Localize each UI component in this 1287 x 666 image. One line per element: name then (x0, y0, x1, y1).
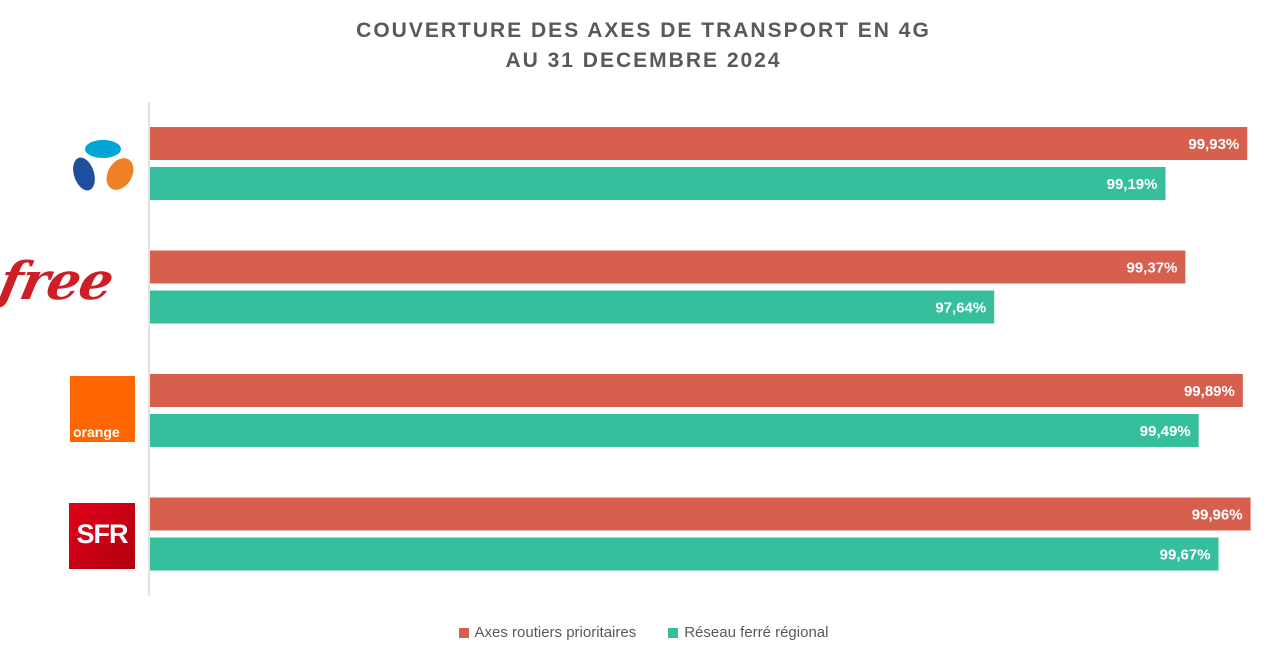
legend-swatch-rail (668, 627, 679, 638)
bar-rail-1 (150, 290, 995, 324)
bars-group: 99,93% 99,19% 99,37% 97,64% 99,89% 99,49% 99,9… (150, 127, 1251, 571)
legend-item-routes: Axes routiers prioritaires (458, 624, 637, 641)
orange-logo-text: orange (73, 424, 120, 440)
bar-routes-0 (150, 127, 1248, 160)
sfr-logo-text: SFR (76, 519, 129, 549)
data-label-rail-3: 99,67% (1160, 547, 1211, 564)
data-label-routes-2: 99,89% (1184, 383, 1235, 400)
legend-label-routes: Axes routiers prioritaires (474, 624, 637, 641)
data-label-routes-3: 99,96% (1192, 507, 1243, 524)
chart-title: COUVERTURE DES AXES DE TRANSPORT EN 4G A… (0, 16, 1287, 76)
data-label-rail-2: 99,49% (1140, 423, 1191, 440)
data-label-rail-0: 99,19% (1107, 176, 1158, 193)
bar-rail-2 (150, 414, 1199, 447)
legend: Axes routiers prioritaires Réseau ferré … (0, 624, 1287, 641)
chart-title-line-2: AU 31 DECEMBRE 2024 (505, 49, 782, 72)
legend-label-rail: Réseau ferré régional (684, 624, 829, 641)
bar-routes-2 (150, 374, 1243, 407)
legend-swatch-routes (458, 627, 469, 638)
bar-routes-3 (150, 497, 1251, 531)
data-label-rail-1: 97,64% (935, 300, 986, 317)
bouygues-logo (73, 140, 134, 191)
legend-item-rail: Réseau ferré régional (668, 624, 828, 641)
orange-logo: orange (70, 376, 135, 442)
bar-rail-3 (150, 537, 1219, 571)
bar-rail-0 (150, 167, 1166, 200)
chart-title-line-1: COUVERTURE DES AXES DE TRANSPORT EN 4G (356, 19, 931, 42)
bar-routes-1 (150, 250, 1186, 284)
data-label-routes-0: 99,93% (1188, 136, 1239, 153)
sfr-logo: SFR (69, 503, 135, 569)
data-label-routes-1: 99,37% (1127, 260, 1178, 277)
